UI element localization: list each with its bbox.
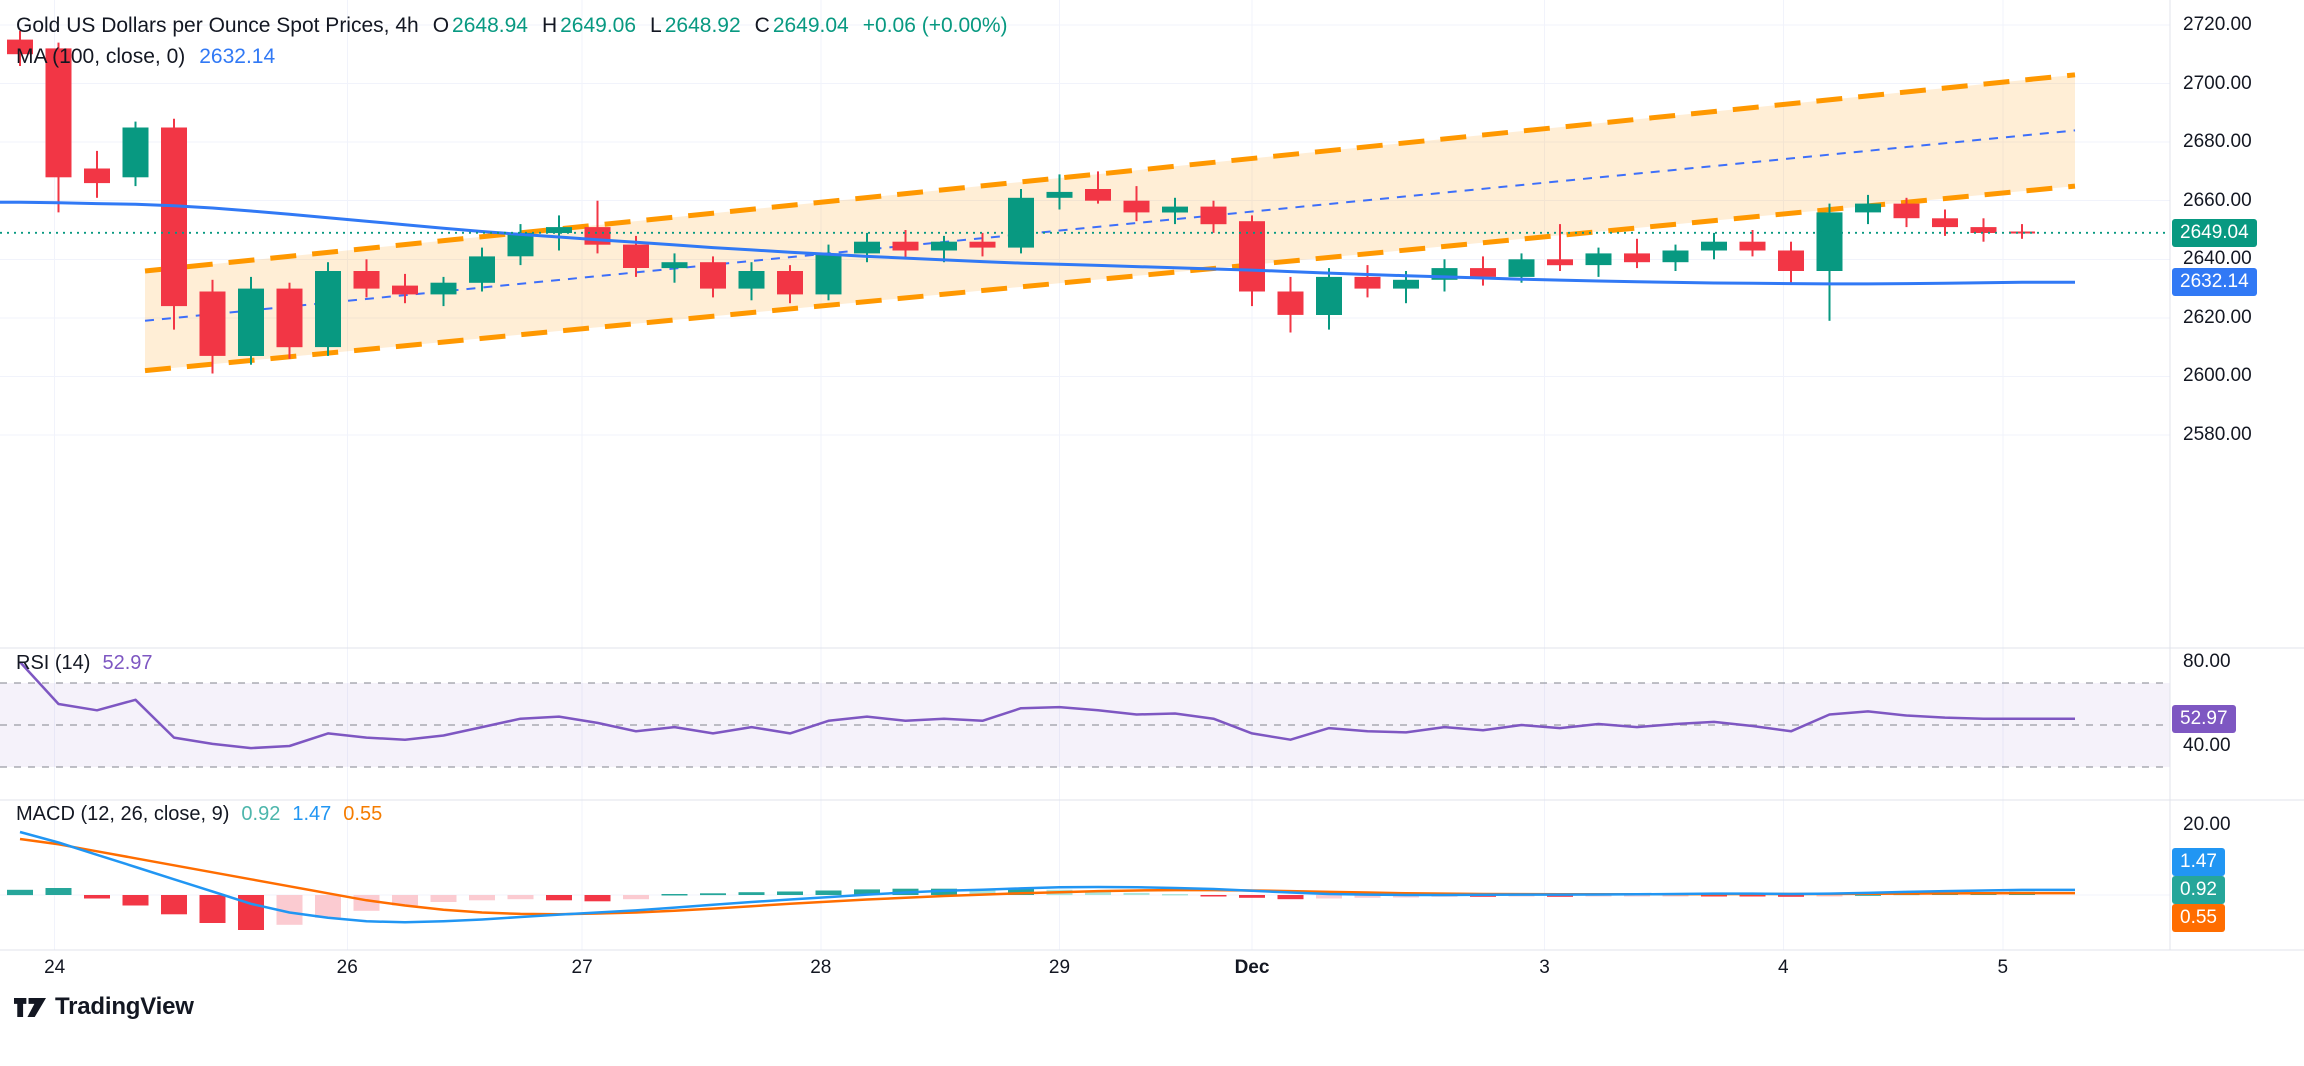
macd-tick-label: 20.00: [2183, 814, 2231, 835]
rsi-levels: [0, 682, 2170, 768]
tradingview-logo-icon: [14, 997, 46, 1017]
ohlc-low: L 2648.92: [650, 14, 741, 38]
ma100-line[interactable]: [0, 200, 2075, 286]
price-tick-label: 2580.00: [2183, 424, 2252, 445]
ohlc-high-label: H: [541, 13, 558, 37]
rsi-value-badge: 52.97: [2172, 704, 2236, 733]
rsi-line[interactable]: [19, 661, 2075, 750]
time-axis-label: 3: [1539, 957, 1550, 978]
ohlc-open-value: 2648.94: [452, 13, 528, 37]
time-axis-label: 28: [810, 957, 832, 978]
ma-indicator-value: 2632.14: [199, 44, 276, 68]
ohlc-close-label: C: [754, 13, 770, 37]
ma-value-badge: 2632.14: [2172, 268, 2257, 297]
symbol-title[interactable]: Gold US Dollars per Ounce Spot Prices, 4…: [16, 13, 419, 37]
time-axis-label: 26: [336, 957, 358, 978]
ohlc-low-label: L: [650, 13, 662, 37]
last-price-badge: 2649.04: [2172, 218, 2257, 247]
price-tick-label: 2620.00: [2183, 306, 2252, 328]
price-tick-label: 2600.00: [2183, 365, 2252, 387]
rsi-tick-label: 40.00: [2183, 735, 2231, 756]
time-axis[interactable]: [0, 950, 2170, 986]
symbol-header: Gold US Dollars per Ounce Spot Prices, 4…: [16, 10, 1008, 72]
macd-line-badge: 1.47: [2172, 848, 2225, 876]
ma-indicator-row: MA (100, close, 0) 2632.14: [16, 41, 1008, 72]
ohlc-open: O 2648.94: [433, 14, 528, 38]
ohlc-high: H 2649.06: [542, 14, 636, 38]
ohlc-close-value: 2649.04: [772, 13, 849, 37]
macd-pane-header: MACD (12, 26, close, 9) 0.92 1.47 0.55: [16, 803, 382, 826]
chart-canvas[interactable]: [0, 0, 2304, 985]
trend-channel[interactable]: [144, 72, 2076, 374]
price-change: +0.06 (+0.00%): [862, 13, 1008, 37]
macd-indicator-label[interactable]: MACD (12, 26, close, 9): [16, 803, 230, 825]
macd-line-value: 1.47: [292, 803, 332, 825]
time-axis-label: 24: [44, 957, 66, 978]
price-tick-label: 2700.00: [2183, 72, 2252, 94]
time-axis-label: 29: [1048, 957, 1071, 978]
symbol-info-row: Gold US Dollars per Ounce Spot Prices, 4…: [16, 10, 1008, 41]
price-tick-label: 2680.00: [2183, 131, 2252, 153]
macd-line[interactable]: [19, 830, 2075, 924]
ohlc-low-value: 2648.92: [664, 13, 741, 37]
price-tick-label: 2720.00: [2183, 14, 2252, 35]
time-axis-label: 4: [1778, 957, 1789, 978]
ohlc-high-value: 2649.06: [560, 13, 637, 37]
time-axis-label: Dec: [1234, 957, 1270, 978]
ohlc-open-label: O: [432, 13, 450, 37]
macd-signal-badge: 0.55: [2172, 904, 2225, 932]
rsi-indicator-value: 52.97: [102, 652, 153, 674]
tradingview-logo-text: TradingView: [55, 993, 194, 1020]
tradingview-logo[interactable]: TradingView: [14, 993, 194, 1021]
ohlc-close: C 2649.04: [755, 14, 849, 38]
rsi-pane-header: RSI (14) 52.97: [16, 652, 153, 675]
time-axis-label: 5: [1997, 957, 2009, 978]
pane-separators[interactable]: [0, 0, 2304, 951]
time-axis-label: 27: [571, 957, 593, 978]
ma-indicator-label[interactable]: MA (100, close, 0): [16, 44, 186, 68]
price-tick-label: 2660.00: [2183, 189, 2252, 211]
rsi-indicator-label[interactable]: RSI (14): [16, 652, 91, 674]
macd-signal-value: 0.55: [343, 803, 383, 825]
macd-hist-value: 0.92: [241, 803, 281, 825]
price-tick-label: 2640.00: [2183, 248, 2252, 270]
macd-hist-badge: 0.92: [2172, 876, 2225, 904]
rsi-tick-label: 80.00: [2183, 651, 2231, 672]
